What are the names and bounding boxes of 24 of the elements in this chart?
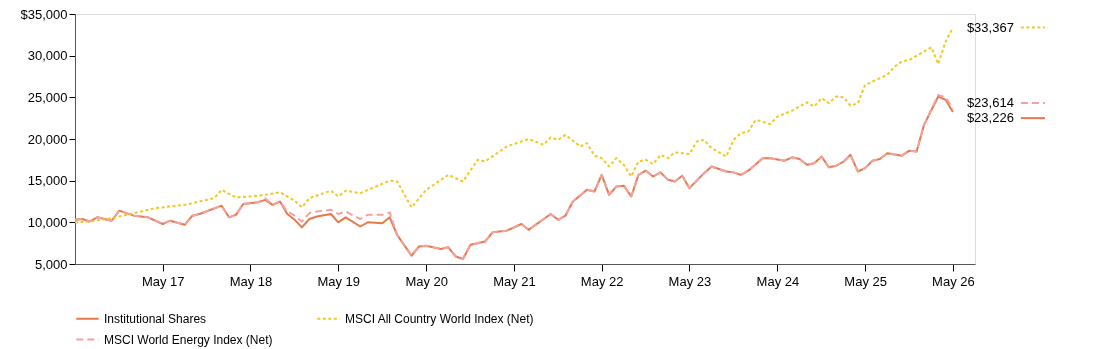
x-tick-label: May 21 [493,273,536,289]
y-tick-label: 25,000 [27,89,68,105]
x-tick-label: May 19 [317,273,361,289]
y-tick-label: 30,000 [27,48,68,64]
y-tick-label: 10,000 [27,214,68,230]
legend-label: Institutional Shares [104,311,207,326]
x-tick-label: May 24 [756,273,800,289]
annotation: $23,226 [966,110,1014,126]
y-tick-label: 15,000 [27,173,68,189]
line-series [74,26,954,224]
x-tick-label: May 23 [668,273,712,289]
x-tick-label: May 25 [844,273,887,289]
legend-label: MSCI World Energy Index (Net) [104,332,273,347]
y-tick-label: $35,000 [20,6,68,22]
x-tick-label: May 18 [229,273,273,289]
y-tick-label: 5,000 [34,256,68,272]
annotation: $23,614 [966,94,1014,110]
x-tick-label: May 22 [580,273,624,289]
x-tick-label: May 26 [932,273,975,289]
x-tick-label: May 20 [405,273,449,289]
legend-label: MSCI All Country World Index (Net) [345,311,534,326]
y-tick-label: 20,000 [27,131,68,147]
x-tick-label: May 17 [141,273,185,289]
annotation: $33,367 [966,19,1014,35]
